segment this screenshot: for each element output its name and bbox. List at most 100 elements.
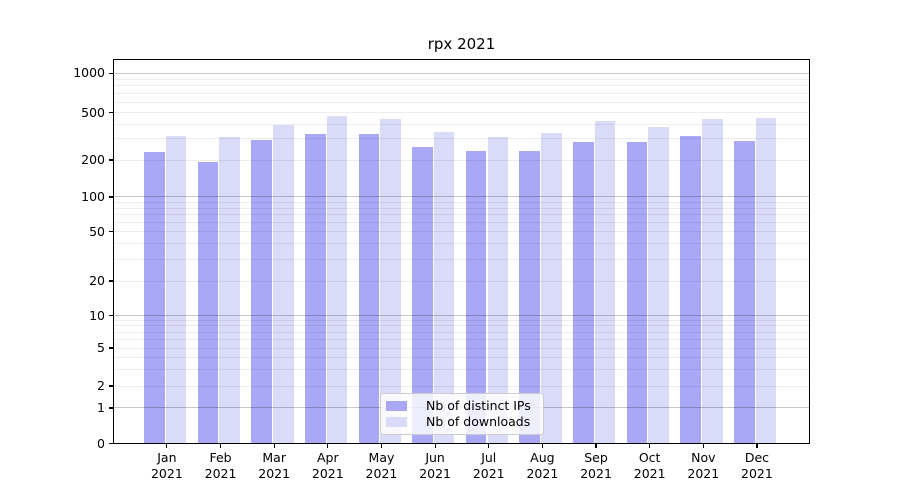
- y-tick-mark: [109, 385, 114, 387]
- y-tick-mark: [109, 442, 114, 445]
- minor-gridline: [113, 207, 811, 209]
- x-tick-mark: [595, 443, 597, 448]
- x-tick-mark: [273, 443, 275, 448]
- bar-downloads-jul: [487, 137, 509, 444]
- y-tick-label: 20: [89, 273, 105, 288]
- bar-distinct-ips-apr: [304, 133, 326, 444]
- x-tick-label: Dec 2021: [741, 450, 773, 481]
- x-tick-mark: [702, 443, 704, 448]
- minor-gridline: [113, 221, 811, 223]
- bar-downloads-oct: [648, 127, 670, 444]
- bar-downloads-dec: [755, 117, 777, 444]
- y-tick-mark: [109, 407, 114, 409]
- legend-label-distinct-ips: Nb of distinct IPs: [426, 398, 531, 413]
- bar-distinct-ips-sep: [573, 142, 594, 444]
- bar-distinct-ips-oct: [626, 142, 648, 444]
- x-tick-mark: [434, 443, 436, 448]
- x-tick-label: Jan 2021: [150, 450, 183, 481]
- minor-gridline: [113, 231, 811, 232]
- minor-gridline: [113, 258, 811, 260]
- bar-downloads-feb: [219, 137, 240, 444]
- y-tick-label: 2: [97, 378, 105, 393]
- legend-label-downloads: Nb of downloads: [426, 414, 531, 429]
- x-tick-mark: [488, 443, 490, 448]
- y-tick-mark: [109, 159, 114, 161]
- x-tick-label: Mar 2021: [258, 450, 291, 481]
- bar-downloads-aug: [541, 133, 562, 444]
- bar-distinct-ips-jul: [465, 150, 487, 444]
- minor-gridline: [113, 85, 811, 87]
- x-tick-label: Jun 2021: [419, 450, 451, 481]
- bar-distinct-ips-dec: [734, 141, 755, 444]
- x-tick-mark: [649, 443, 651, 448]
- x-tick-mark: [219, 443, 222, 448]
- y-tick-label: 10: [89, 307, 105, 323]
- legend-item-downloads: Nb of downloads: [386, 414, 537, 430]
- minor-gridline: [113, 101, 811, 103]
- bar-distinct-ips-aug: [519, 150, 541, 444]
- bar-distinct-ips-nov: [680, 135, 701, 444]
- minor-gridline: [113, 214, 811, 216]
- y-tick-label: 200: [81, 152, 105, 167]
- minor-gridline: [113, 123, 811, 125]
- y-tick-mark: [109, 314, 114, 317]
- y-tick-label: 500: [81, 104, 105, 120]
- x-tick-label: Jul 2021: [472, 450, 505, 481]
- y-tick-label: 5: [97, 340, 105, 355]
- y-tick-mark: [109, 111, 114, 114]
- major-gridline: [113, 196, 811, 198]
- bar-distinct-ips-jun: [412, 147, 433, 444]
- y-tick-label: 1000: [73, 65, 105, 81]
- bar-distinct-ips-may: [358, 134, 380, 444]
- minor-gridline: [113, 280, 811, 282]
- chart-title: rpx 2021: [427, 35, 496, 53]
- minor-gridline: [113, 138, 811, 140]
- x-tick-label: Apr 2021: [311, 450, 344, 481]
- x-tick-mark: [166, 443, 168, 448]
- y-tick-label: 50: [89, 223, 105, 239]
- minor-gridline: [113, 338, 811, 340]
- x-tick-label: Nov 2021: [687, 450, 720, 481]
- x-tick-mark: [380, 443, 383, 448]
- minor-gridline: [113, 159, 811, 161]
- minor-gridline: [113, 112, 811, 113]
- minor-gridline: [113, 92, 811, 94]
- bar-downloads-apr: [326, 116, 348, 444]
- legend-item-distinct-ips: Nb of distinct IPs: [386, 398, 537, 414]
- major-gridline: [113, 72, 811, 74]
- y-tick-label: 0: [97, 435, 105, 451]
- x-tick-label: Sep 2021: [580, 450, 612, 481]
- y-tick-mark: [109, 280, 114, 282]
- minor-gridline: [113, 347, 811, 349]
- minor-gridline: [113, 319, 811, 321]
- bar-downloads-nov: [702, 118, 723, 444]
- y-tick-mark: [109, 72, 114, 74]
- bar-downloads-jan: [165, 135, 187, 444]
- y-tick-label: 1: [97, 400, 105, 415]
- minor-gridline: [113, 368, 811, 370]
- y-tick-label: 100: [81, 189, 105, 204]
- y-tick-mark: [109, 347, 114, 349]
- bar-distinct-ips-feb: [197, 161, 219, 444]
- legend-swatch-downloads: [386, 417, 407, 427]
- minor-gridline: [113, 78, 811, 80]
- legend: Nb of distinct IPs Nb of downloads: [380, 393, 544, 435]
- minor-gridline: [113, 331, 811, 333]
- minor-gridline: [113, 201, 811, 203]
- x-tick-mark: [541, 443, 543, 448]
- x-tick-mark: [327, 443, 329, 448]
- y-tick-mark: [109, 196, 114, 198]
- minor-gridline: [113, 325, 811, 327]
- x-tick-label: May 2021: [365, 450, 398, 481]
- x-tick-label: Oct 2021: [633, 450, 666, 481]
- legend-swatch-distinct-ips: [386, 401, 407, 411]
- bar-downloads-jun: [433, 132, 455, 444]
- x-tick-mark: [756, 443, 758, 448]
- x-tick-label: Aug 2021: [526, 450, 559, 481]
- bar-downloads-mar: [272, 125, 294, 444]
- minor-gridline: [113, 356, 811, 358]
- minor-gridline: [113, 243, 811, 245]
- bar-distinct-ips-mar: [251, 139, 272, 444]
- bar-distinct-ips-jan: [144, 152, 165, 444]
